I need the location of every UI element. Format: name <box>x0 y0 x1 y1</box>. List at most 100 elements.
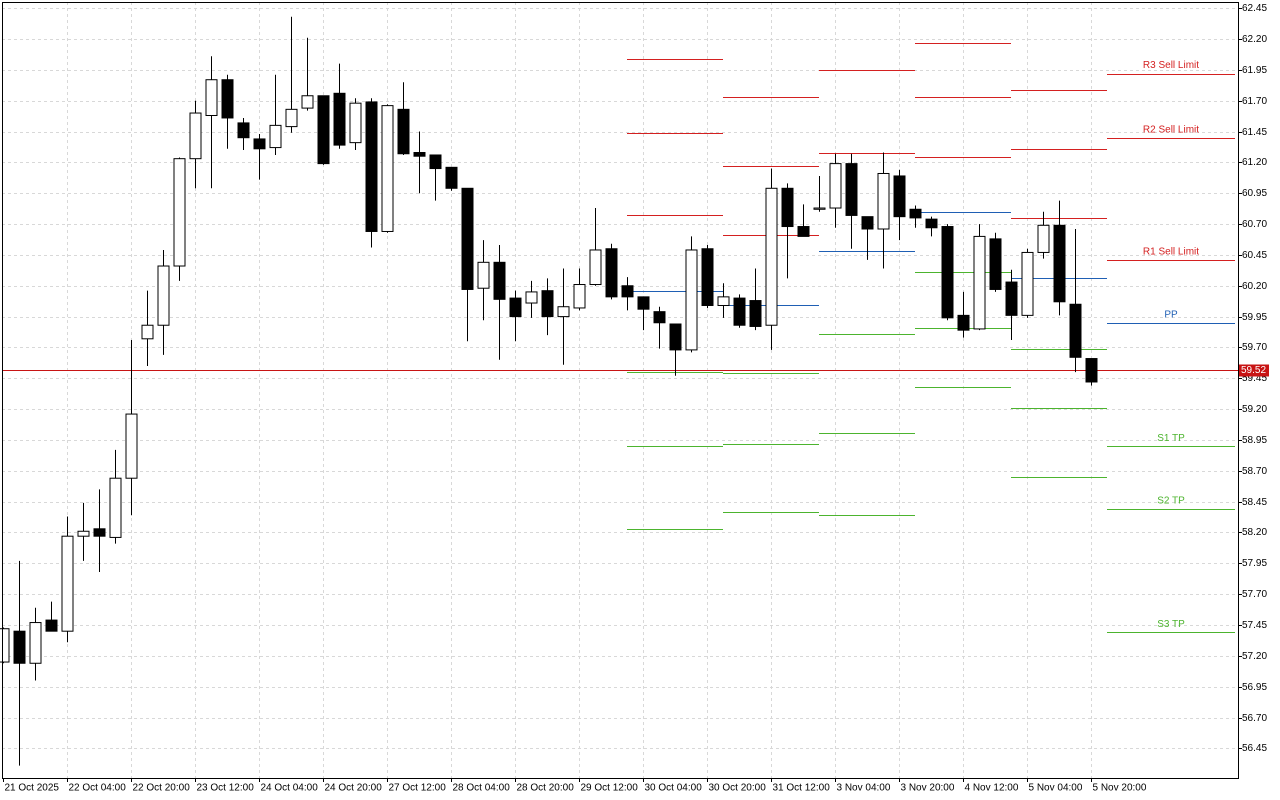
pivot-label: R3 Sell Limit <box>1143 60 1199 71</box>
y-tick-label: 58.70 <box>1242 466 1267 477</box>
x-tick-label: 3 Nov 04:00 <box>837 783 891 794</box>
x-tick-label: 22 Oct 20:00 <box>133 783 191 794</box>
candle-body <box>493 261 506 300</box>
grid-layer <box>2 2 1238 778</box>
candle-body <box>1069 303 1082 358</box>
candle-body <box>797 226 810 237</box>
y-tick-label: 56.45 <box>1242 743 1267 754</box>
candle-body <box>893 175 906 218</box>
x-tick-label: 23 Oct 12:00 <box>197 783 255 794</box>
candle-body <box>717 296 730 306</box>
candle-body <box>141 324 154 340</box>
candle-body <box>525 291 538 304</box>
candle-body <box>333 92 346 146</box>
candle-body <box>317 95 330 165</box>
candle-body <box>269 124 282 149</box>
candle-body <box>765 187 778 326</box>
y-tick-label: 62.20 <box>1242 34 1267 45</box>
candle-body <box>125 413 138 479</box>
x-tick-label: 24 Oct 20:00 <box>325 783 383 794</box>
candle-body <box>381 105 394 232</box>
candle-body <box>749 300 762 327</box>
x-tick-label: 28 Oct 20:00 <box>517 783 575 794</box>
candle-body <box>429 154 442 170</box>
y-tick-label: 58.45 <box>1242 497 1267 508</box>
candle-body <box>829 163 842 209</box>
candle-body <box>685 249 698 351</box>
candle-body <box>733 297 746 326</box>
y-tick-label: 61.95 <box>1242 65 1267 76</box>
y-tick-label: 57.45 <box>1242 620 1267 631</box>
candle-body <box>573 284 586 309</box>
candle-body <box>925 218 938 229</box>
x-tick-label: 4 Nov 12:00 <box>965 783 1019 794</box>
pivot-label: S1 TP <box>1157 433 1185 444</box>
candle-body <box>1005 281 1018 316</box>
candle-body <box>61 535 74 632</box>
candle-body <box>173 158 186 267</box>
candle-body <box>989 238 1002 290</box>
y-tick-label: 57.95 <box>1242 558 1267 569</box>
x-tick-label: 27 Oct 12:00 <box>389 783 447 794</box>
candle-body <box>557 306 570 318</box>
y-tick-label: 59.70 <box>1242 342 1267 353</box>
x-tick-label: 5 Nov 20:00 <box>1093 783 1147 794</box>
candle-body <box>973 235 986 330</box>
y-tick-label: 59.20 <box>1242 404 1267 415</box>
candle-body <box>509 297 522 318</box>
candle-body <box>909 208 922 219</box>
candle-body <box>589 249 602 286</box>
candle-body <box>605 248 618 298</box>
y-tick-label: 58.20 <box>1242 527 1267 538</box>
candle-body <box>445 166 458 189</box>
candle-body <box>1053 224 1066 303</box>
x-tick-label: 28 Oct 04:00 <box>453 783 511 794</box>
y-tick-label: 60.95 <box>1242 188 1267 199</box>
candle-body <box>157 265 170 326</box>
candle-body <box>93 528 106 537</box>
candle-body <box>957 314 970 331</box>
candle-body <box>461 187 474 290</box>
x-tick-label: 30 Oct 04:00 <box>645 783 703 794</box>
candle-layer <box>0 16 1098 766</box>
candle-body <box>669 323 682 351</box>
y-tick-label: 60.70 <box>1242 219 1267 230</box>
candle-body <box>861 216 874 230</box>
candle-body <box>77 530 90 537</box>
candle-body <box>1037 224 1050 253</box>
y-tick-label: 60.45 <box>1242 250 1267 261</box>
pivot-label: R1 Sell Limit <box>1143 246 1199 257</box>
y-tick-label: 59.95 <box>1242 312 1267 323</box>
candle-body <box>477 261 490 289</box>
candle-body <box>205 79 218 117</box>
candle-body <box>301 95 314 109</box>
candle-body <box>813 207 826 210</box>
candle-body <box>397 108 410 155</box>
current-price-label: 59.52 <box>1241 365 1266 376</box>
pivot-label: PP <box>1164 309 1178 320</box>
y-tick-label: 62.45 <box>1242 3 1267 14</box>
x-tick-label: 5 Nov 04:00 <box>1029 783 1083 794</box>
candle-body <box>221 79 234 119</box>
pivot-label: R2 Sell Limit <box>1143 124 1199 135</box>
x-tick-label: 22 Oct 04:00 <box>69 783 127 794</box>
current-price-box <box>1239 364 1269 377</box>
candle-body <box>0 628 10 663</box>
candle-body <box>413 152 426 157</box>
candle-body <box>845 163 858 216</box>
x-tick-label: 3 Nov 20:00 <box>901 783 955 794</box>
x-tick-label: 21 Oct 2025 <box>5 783 60 794</box>
candle-body <box>13 630 26 664</box>
candle-body <box>365 101 378 232</box>
y-tick-label: 56.70 <box>1242 713 1267 724</box>
y-tick-label: 61.70 <box>1242 96 1267 107</box>
candle-body <box>189 112 202 160</box>
candle-body <box>637 296 650 310</box>
x-tick-label: 31 Oct 12:00 <box>773 783 831 794</box>
candle-body <box>29 622 42 664</box>
candle-body <box>941 226 954 319</box>
pivot-label: S3 TP <box>1157 619 1185 630</box>
y-tick-label: 57.20 <box>1242 651 1267 662</box>
y-tick-label: 59.45 <box>1242 373 1267 384</box>
